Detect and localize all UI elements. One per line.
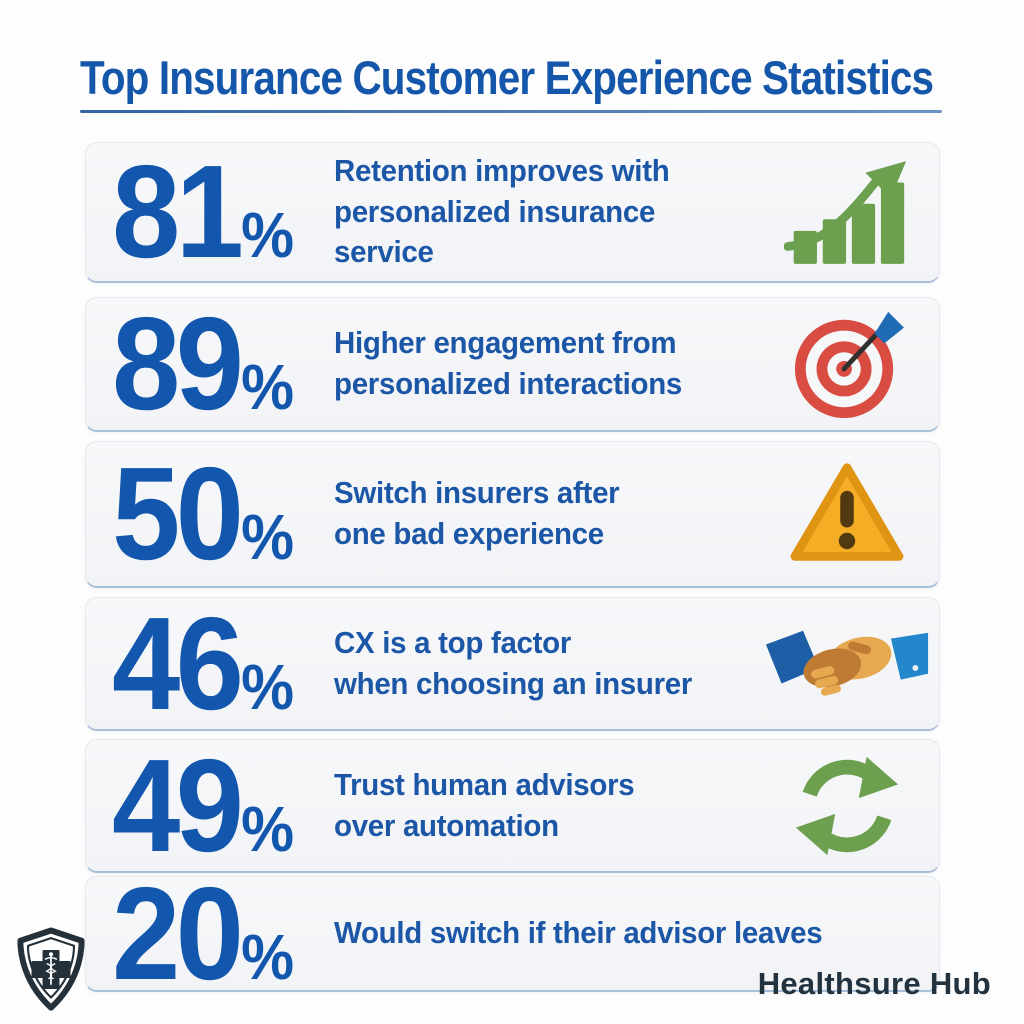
stat-card-trust: 49% Trust human advisors over automation: [85, 739, 940, 873]
percent-sign: %: [241, 351, 295, 423]
stat-card-cx-factor: 46% CX is a top factor when choosing an …: [85, 597, 940, 731]
brand-name: Healthsure Hub: [757, 966, 991, 1001]
percent-sign: %: [241, 920, 295, 993]
stat-value: 50%: [112, 440, 295, 587]
stat-card-engagement: 89% Higher engagement from personalized …: [85, 297, 940, 432]
target-dart-icon: [754, 308, 939, 420]
percent-sign: %: [241, 792, 295, 865]
title-underline: [80, 110, 942, 113]
stat-description: Trust human advisors over automation: [334, 766, 635, 843]
stat-description: Higher engagement from personalized inte…: [334, 325, 683, 401]
stat-description: Retention improves with personalized ins…: [334, 152, 670, 270]
percent-sign: %: [241, 199, 295, 271]
stat-description: Would switch if their advisor leaves: [334, 915, 823, 951]
healthsure-shield-logo: [12, 926, 90, 1018]
stat-value: 20%: [112, 859, 295, 1007]
handshake-icon: [754, 619, 939, 709]
stat-value: 46%: [112, 589, 295, 737]
growth-chart-icon: [754, 160, 939, 264]
stat-value: 81%: [112, 138, 295, 285]
stat-value: 89%: [112, 290, 295, 437]
stat-card-advisor-leaves: 20% Would switch if their advisor leaves: [85, 867, 940, 999]
stat-description: CX is a top factor when choosing an insu…: [334, 624, 693, 701]
stat-description: Switch insurers after one bad experience: [334, 475, 620, 551]
refresh-cycle-icon: [754, 751, 939, 861]
percent-sign: %: [241, 650, 295, 723]
page-title: Top Insurance Customer Experience Statis…: [80, 51, 934, 104]
stat-card-switch: 50% Switch insurers after one bad experi…: [85, 441, 940, 588]
warning-triangle-icon: [754, 460, 939, 568]
stat-card-retention: 81% Retention improves with personalized…: [85, 142, 940, 283]
percent-sign: %: [241, 501, 295, 573]
stat-value: 49%: [112, 731, 295, 879]
